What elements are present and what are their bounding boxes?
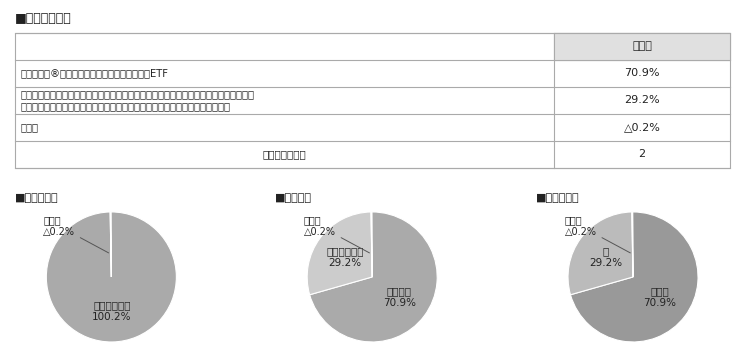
Text: その他
△0.2%: その他 △0.2% (565, 215, 630, 253)
Text: 円
29.2%: 円 29.2% (590, 246, 623, 268)
Wedge shape (307, 212, 372, 295)
Text: 29.2%: 29.2% (624, 95, 660, 105)
Text: ■通貨別配分: ■通貨別配分 (537, 193, 580, 203)
Wedge shape (568, 212, 633, 295)
Text: 70.9%: 70.9% (624, 68, 660, 78)
Text: △0.2%: △0.2% (624, 122, 660, 132)
Text: ■資産別配分: ■資産別配分 (15, 193, 58, 203)
Text: ■国別配分: ■国別配分 (276, 193, 312, 203)
Text: 当期末: 当期末 (632, 41, 652, 51)
Wedge shape (310, 212, 437, 342)
Text: 投資信託証券
100.2%: 投資信託証券 100.2% (92, 300, 131, 322)
Wedge shape (632, 212, 633, 277)
Text: 2: 2 (638, 149, 646, 159)
Text: バンガード・インベストメント・シリーズ・ピーエルシー－バンガード・グローバル・
ボンド・インデックス・ファンド－インスティテューショナル円ヘッジシェア: バンガード・インベストメント・シリーズ・ピーエルシー－バンガード・グローバル・ … (21, 89, 254, 111)
Text: その他: その他 (21, 122, 38, 132)
Text: アイルランド
29.2%: アイルランド 29.2% (326, 246, 364, 268)
Text: その他
△0.2%: その他 △0.2% (43, 215, 108, 253)
Text: ■組入ファンド: ■組入ファンド (15, 12, 71, 25)
Text: 米ドル
70.9%: 米ドル 70.9% (643, 287, 677, 308)
Text: その他
△0.2%: その他 △0.2% (304, 215, 369, 253)
Text: 組入ファンド数: 組入ファンド数 (262, 149, 307, 159)
Text: バンガード®・トータル・ワールド・ストックETF: バンガード®・トータル・ワールド・ストックETF (21, 68, 169, 78)
Wedge shape (570, 212, 698, 342)
Text: アメリカ
70.9%: アメリカ 70.9% (383, 287, 416, 308)
Bar (15, 33, 730, 168)
Wedge shape (46, 212, 176, 342)
Wedge shape (110, 212, 111, 277)
Wedge shape (371, 212, 372, 277)
Bar (554, 33, 730, 59)
